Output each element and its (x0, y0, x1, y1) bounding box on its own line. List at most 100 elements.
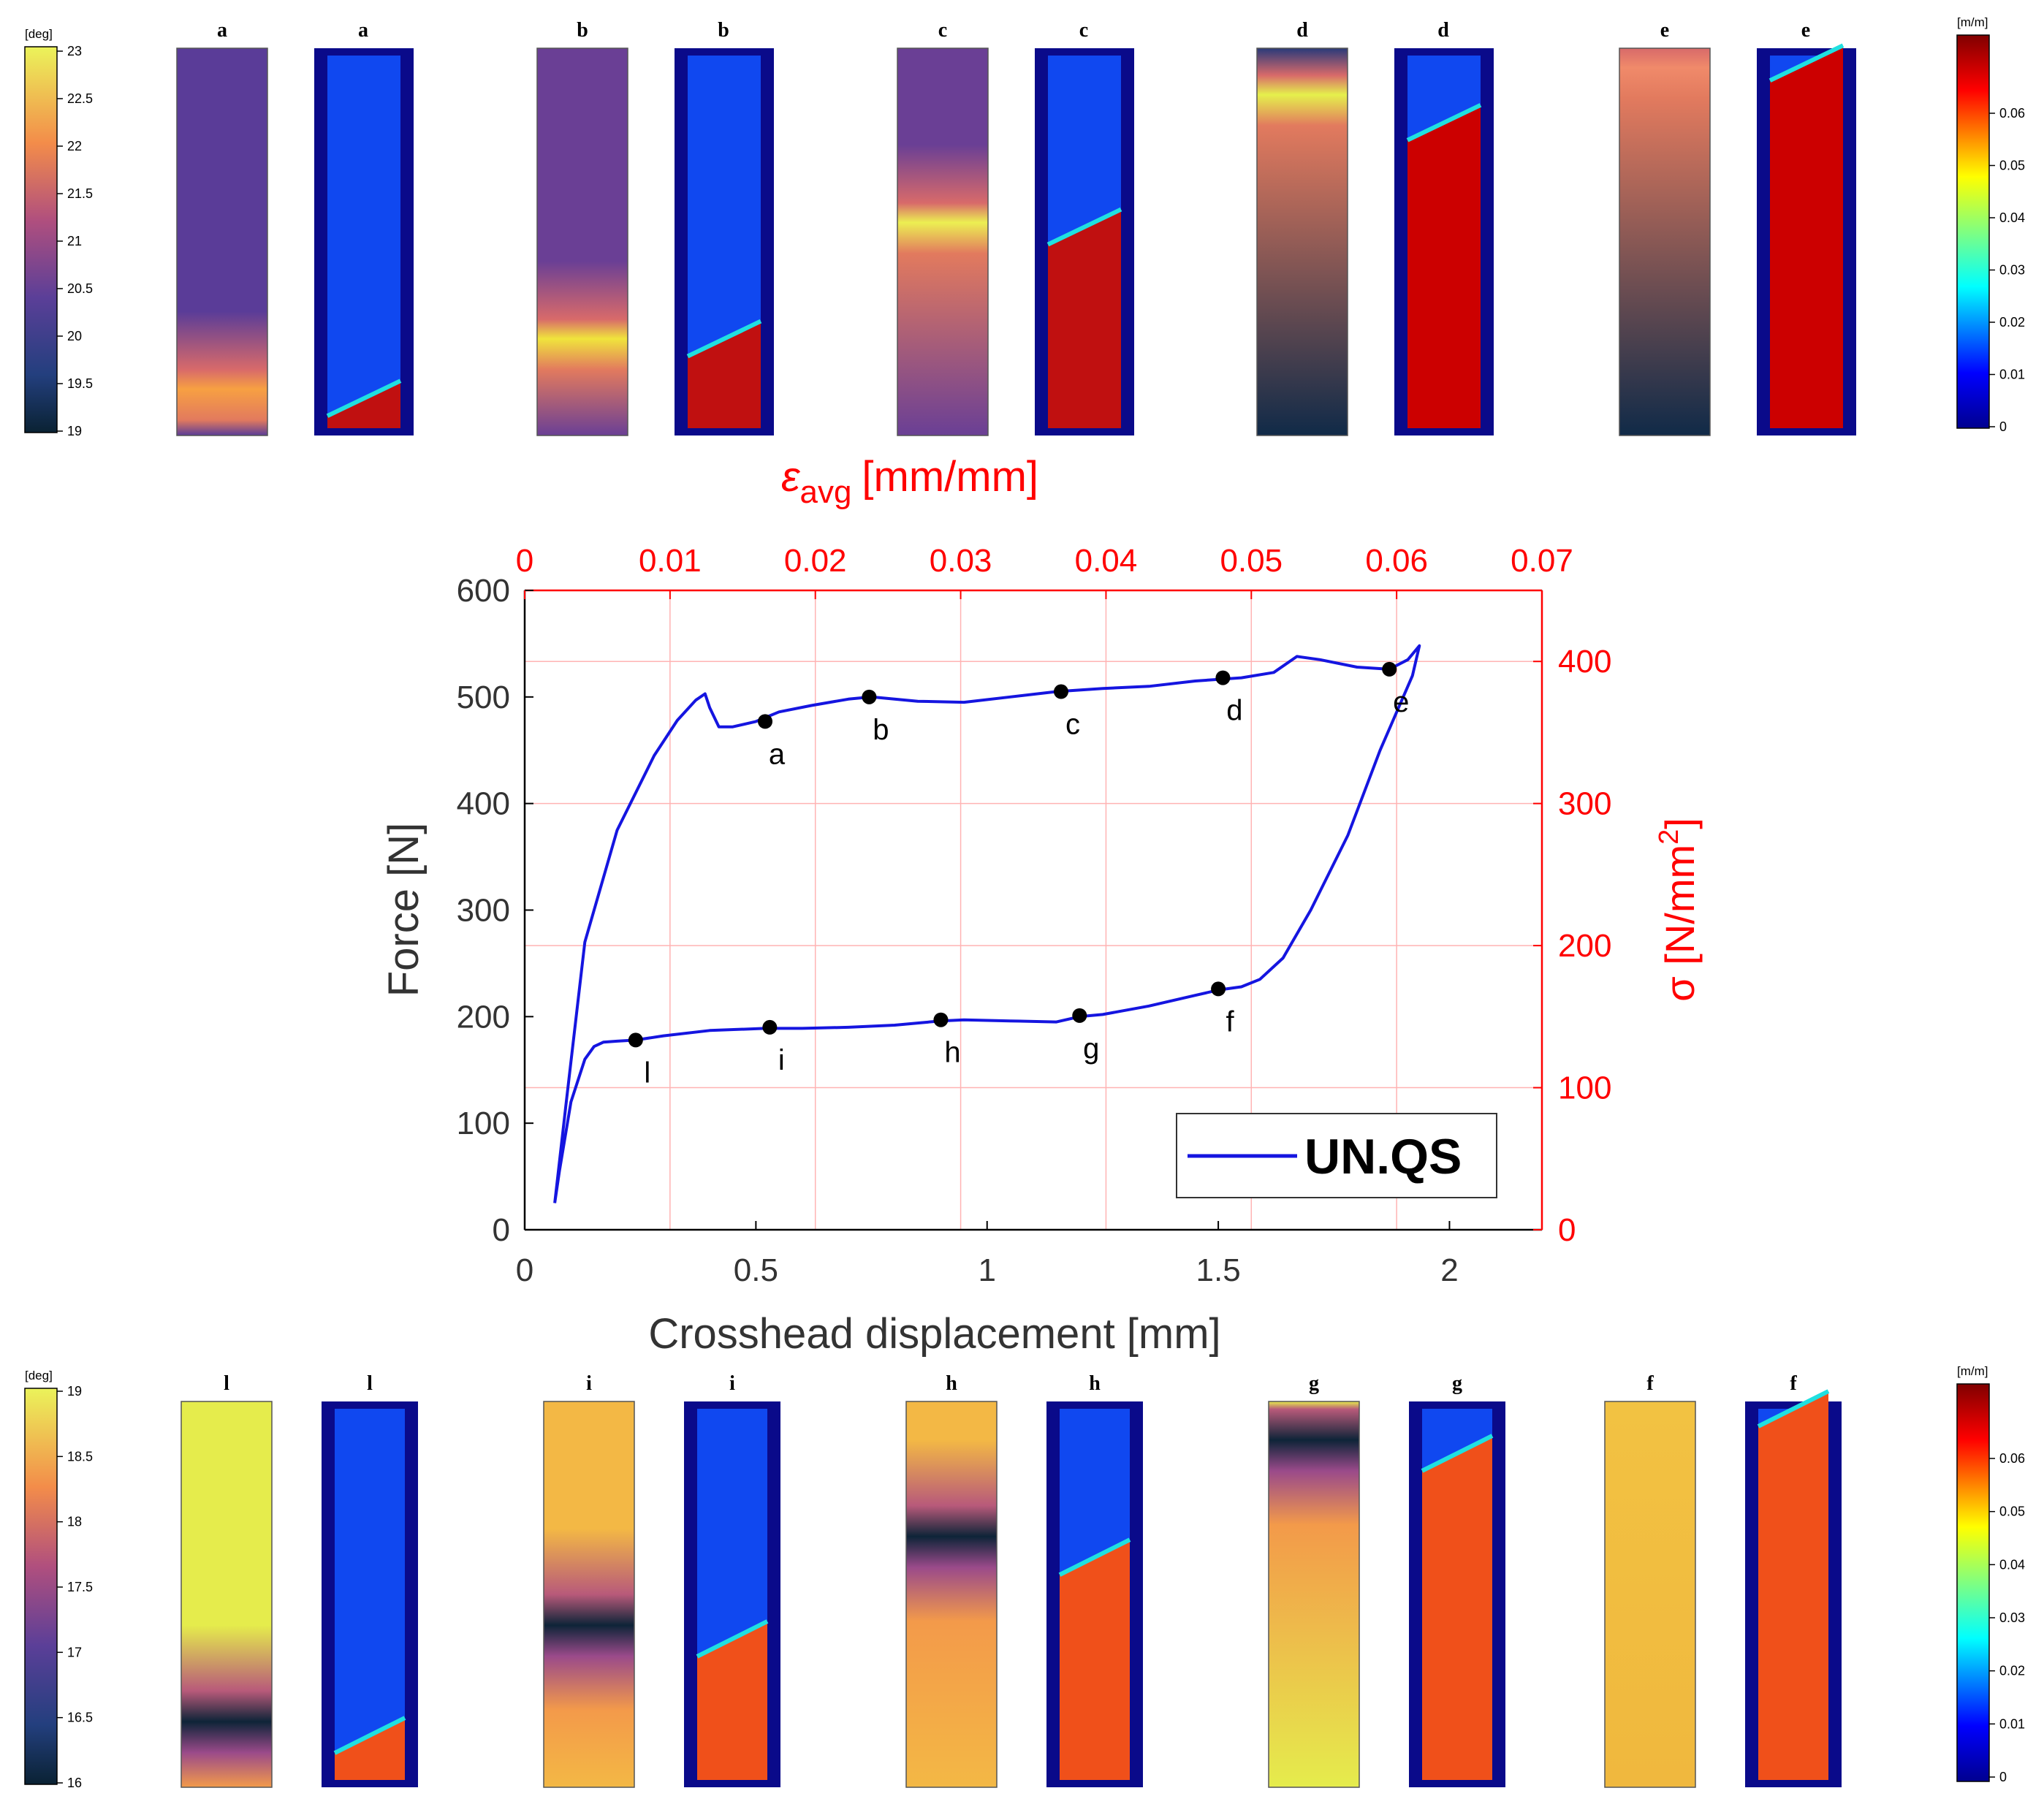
data-point (862, 689, 877, 704)
top-strain-map-front-line (1406, 103, 1482, 142)
data-point (1053, 684, 1068, 699)
y-axis-label: Force [N] (380, 823, 428, 997)
top-strain-map-front-line (326, 378, 402, 418)
top-temp-colorbar-unit: [deg] (25, 27, 53, 41)
bottom-strain-map-transformed-zone (697, 1621, 767, 1780)
top-temp-colorbar-tick-label: 21 (67, 234, 82, 248)
y2-axis-label-close: ] (1657, 818, 1703, 829)
top-strain-map (1757, 43, 1856, 435)
data-point (628, 1032, 643, 1048)
x-tick-label: 1 (978, 1252, 995, 1288)
top-strain-map (1394, 48, 1494, 435)
data-point (1215, 670, 1231, 685)
bottom-temp-map-title: l (224, 1372, 229, 1395)
data-point-label: c (1065, 709, 1080, 741)
x2-tick-label: 0.03 (930, 543, 992, 579)
top-strain-map (314, 48, 414, 435)
top-strain-map-title: c (1079, 19, 1088, 42)
data-point (1382, 661, 1397, 677)
x2-axis-label: εavg [mm/mm] (781, 453, 1038, 510)
bottom-row-maps: [deg] 19 18.5 18 17.5 17 16.5 16 [m/m] 0.06 0.0… (24, 1364, 2025, 1790)
top-strain-colorbar-tick-label: 0.04 (1999, 210, 2025, 225)
top-strain-map-transformed-zone (327, 381, 400, 428)
bottom-strain-map-transformed-zone (1060, 1540, 1130, 1780)
top-temp-colorbar-tick-label: 19.5 (67, 376, 93, 391)
top-temp-map-title: e (1660, 19, 1669, 42)
top-temp-map-title: d (1296, 19, 1308, 42)
legend-label: UN.QS (1304, 1129, 1462, 1184)
legend: UN.QS (1176, 1113, 1497, 1198)
bottom-temp-map-title: g (1309, 1372, 1319, 1395)
top-strain-map-transformed-zone (1407, 104, 1481, 429)
top-strain-map-title: d (1437, 19, 1449, 42)
top-strain-map-transformed-zone (1770, 45, 1843, 428)
top-temp-map (897, 47, 989, 436)
bottom-strain-map-transformed-zone (1422, 1435, 1492, 1780)
top-temp-colorbar-tick-label: 20.5 (67, 281, 93, 296)
bottom-temp-map-title: i (586, 1372, 592, 1395)
x2-tick-label: 0.04 (1075, 543, 1138, 579)
bottom-temp-map (1268, 1401, 1360, 1788)
x-tick-label: 0.5 (734, 1252, 778, 1288)
data-point-label: g (1083, 1032, 1099, 1065)
data-point-label: h (944, 1037, 960, 1069)
bottom-strain-colorbar-tick-label: 0.01 (1999, 1716, 2025, 1731)
top-row-maps: [deg] 23 22.5 22 21.5 21 20.5 20 19.5 19 [m/m] 0… (24, 15, 2025, 438)
x2-tick-label: 0 (516, 543, 533, 579)
x-tick-label: 1.5 (1196, 1252, 1241, 1288)
bottom-strain-map-title: i (729, 1372, 735, 1395)
top-strain-map-field (327, 56, 400, 428)
bottom-strain-colorbar-unit: [m/m] (1957, 1364, 1988, 1378)
top-temp-colorbar-tick-label: 22 (67, 139, 82, 153)
y-tick-label: 300 (457, 893, 510, 929)
x2-tick-label: 0.05 (1220, 543, 1283, 579)
bottom-strain-colorbar-tick-label: 0.04 (1999, 1557, 2025, 1572)
top-strain-colorbar-unit: [m/m] (1957, 15, 1988, 29)
y2-tick-label: 300 (1558, 786, 1611, 822)
bottom-strain-map (684, 1401, 780, 1787)
data-point (1072, 1008, 1087, 1023)
bottom-temp-map (181, 1401, 273, 1788)
y-tick-label: 100 (457, 1106, 510, 1141)
bottom-temp-colorbar: [deg] 19 18.5 18 17.5 17 16.5 16 (24, 1369, 93, 1790)
bottom-strain-map (1409, 1401, 1505, 1787)
bottom-temp-colorbar-tick-label: 17 (67, 1645, 82, 1659)
bottom-strain-map-title: g (1452, 1372, 1462, 1395)
data-point-label: e (1393, 686, 1409, 718)
y2-tick-label: 0 (1558, 1212, 1576, 1248)
x2-tick-label: 0.02 (784, 543, 847, 579)
top-strain-colorbar-tick-label: 0.06 (1999, 106, 2025, 121)
bottom-strain-map-title: f (1790, 1372, 1797, 1395)
data-point (762, 1019, 778, 1035)
top-temp-colorbar-tick-label: 19 (67, 424, 82, 438)
x2-tick-label: 0.06 (1365, 543, 1428, 579)
bottom-strain-map (1046, 1401, 1143, 1787)
y-tick-label: 400 (457, 786, 510, 822)
top-strain-map-title: b (718, 19, 729, 42)
bottom-strain-map-front-line (1757, 1389, 1830, 1429)
bottom-strain-colorbar-tick-label: 0.03 (1999, 1610, 2025, 1625)
top-strain-map-title: a (358, 19, 368, 42)
bottom-strain-colorbar: [m/m] 0.06 0.05 0.04 0.03 0.02 0.01 0 (1956, 1364, 2025, 1784)
bottom-strain-map-front-line (1058, 1537, 1131, 1577)
bottom-temp-map (905, 1401, 998, 1788)
bottom-strain-colorbar-tick-label: 0.06 (1999, 1451, 2025, 1466)
top-strain-map (675, 48, 774, 435)
top-temp-map (536, 47, 628, 436)
top-strain-colorbar: [m/m] 0.06 0.05 0.04 0.03 0.02 0.01 0 (1956, 15, 2025, 434)
y-tick-label: 0 (493, 1212, 510, 1248)
top-temp-colorbar: [deg] 23 22.5 22 21.5 21 20.5 20 19.5 19 (24, 27, 93, 438)
top-temp-map (1619, 47, 1711, 436)
bottom-temp-colorbar-tick-label: 18.5 (67, 1449, 93, 1464)
y-tick-label: 500 (457, 680, 510, 715)
bottom-temp-map (1604, 1401, 1696, 1788)
y2-axis-label-main: σ [N/mm (1657, 845, 1703, 1002)
bottom-temp-map-title: f (1646, 1372, 1654, 1395)
x-tick-label: 2 (1440, 1252, 1458, 1288)
data-point-label: a (769, 738, 786, 770)
x-tick-label: 0 (516, 1252, 533, 1288)
data-point-label: f (1226, 1005, 1235, 1038)
bottom-temp-colorbar-tick-label: 19 (67, 1384, 82, 1399)
